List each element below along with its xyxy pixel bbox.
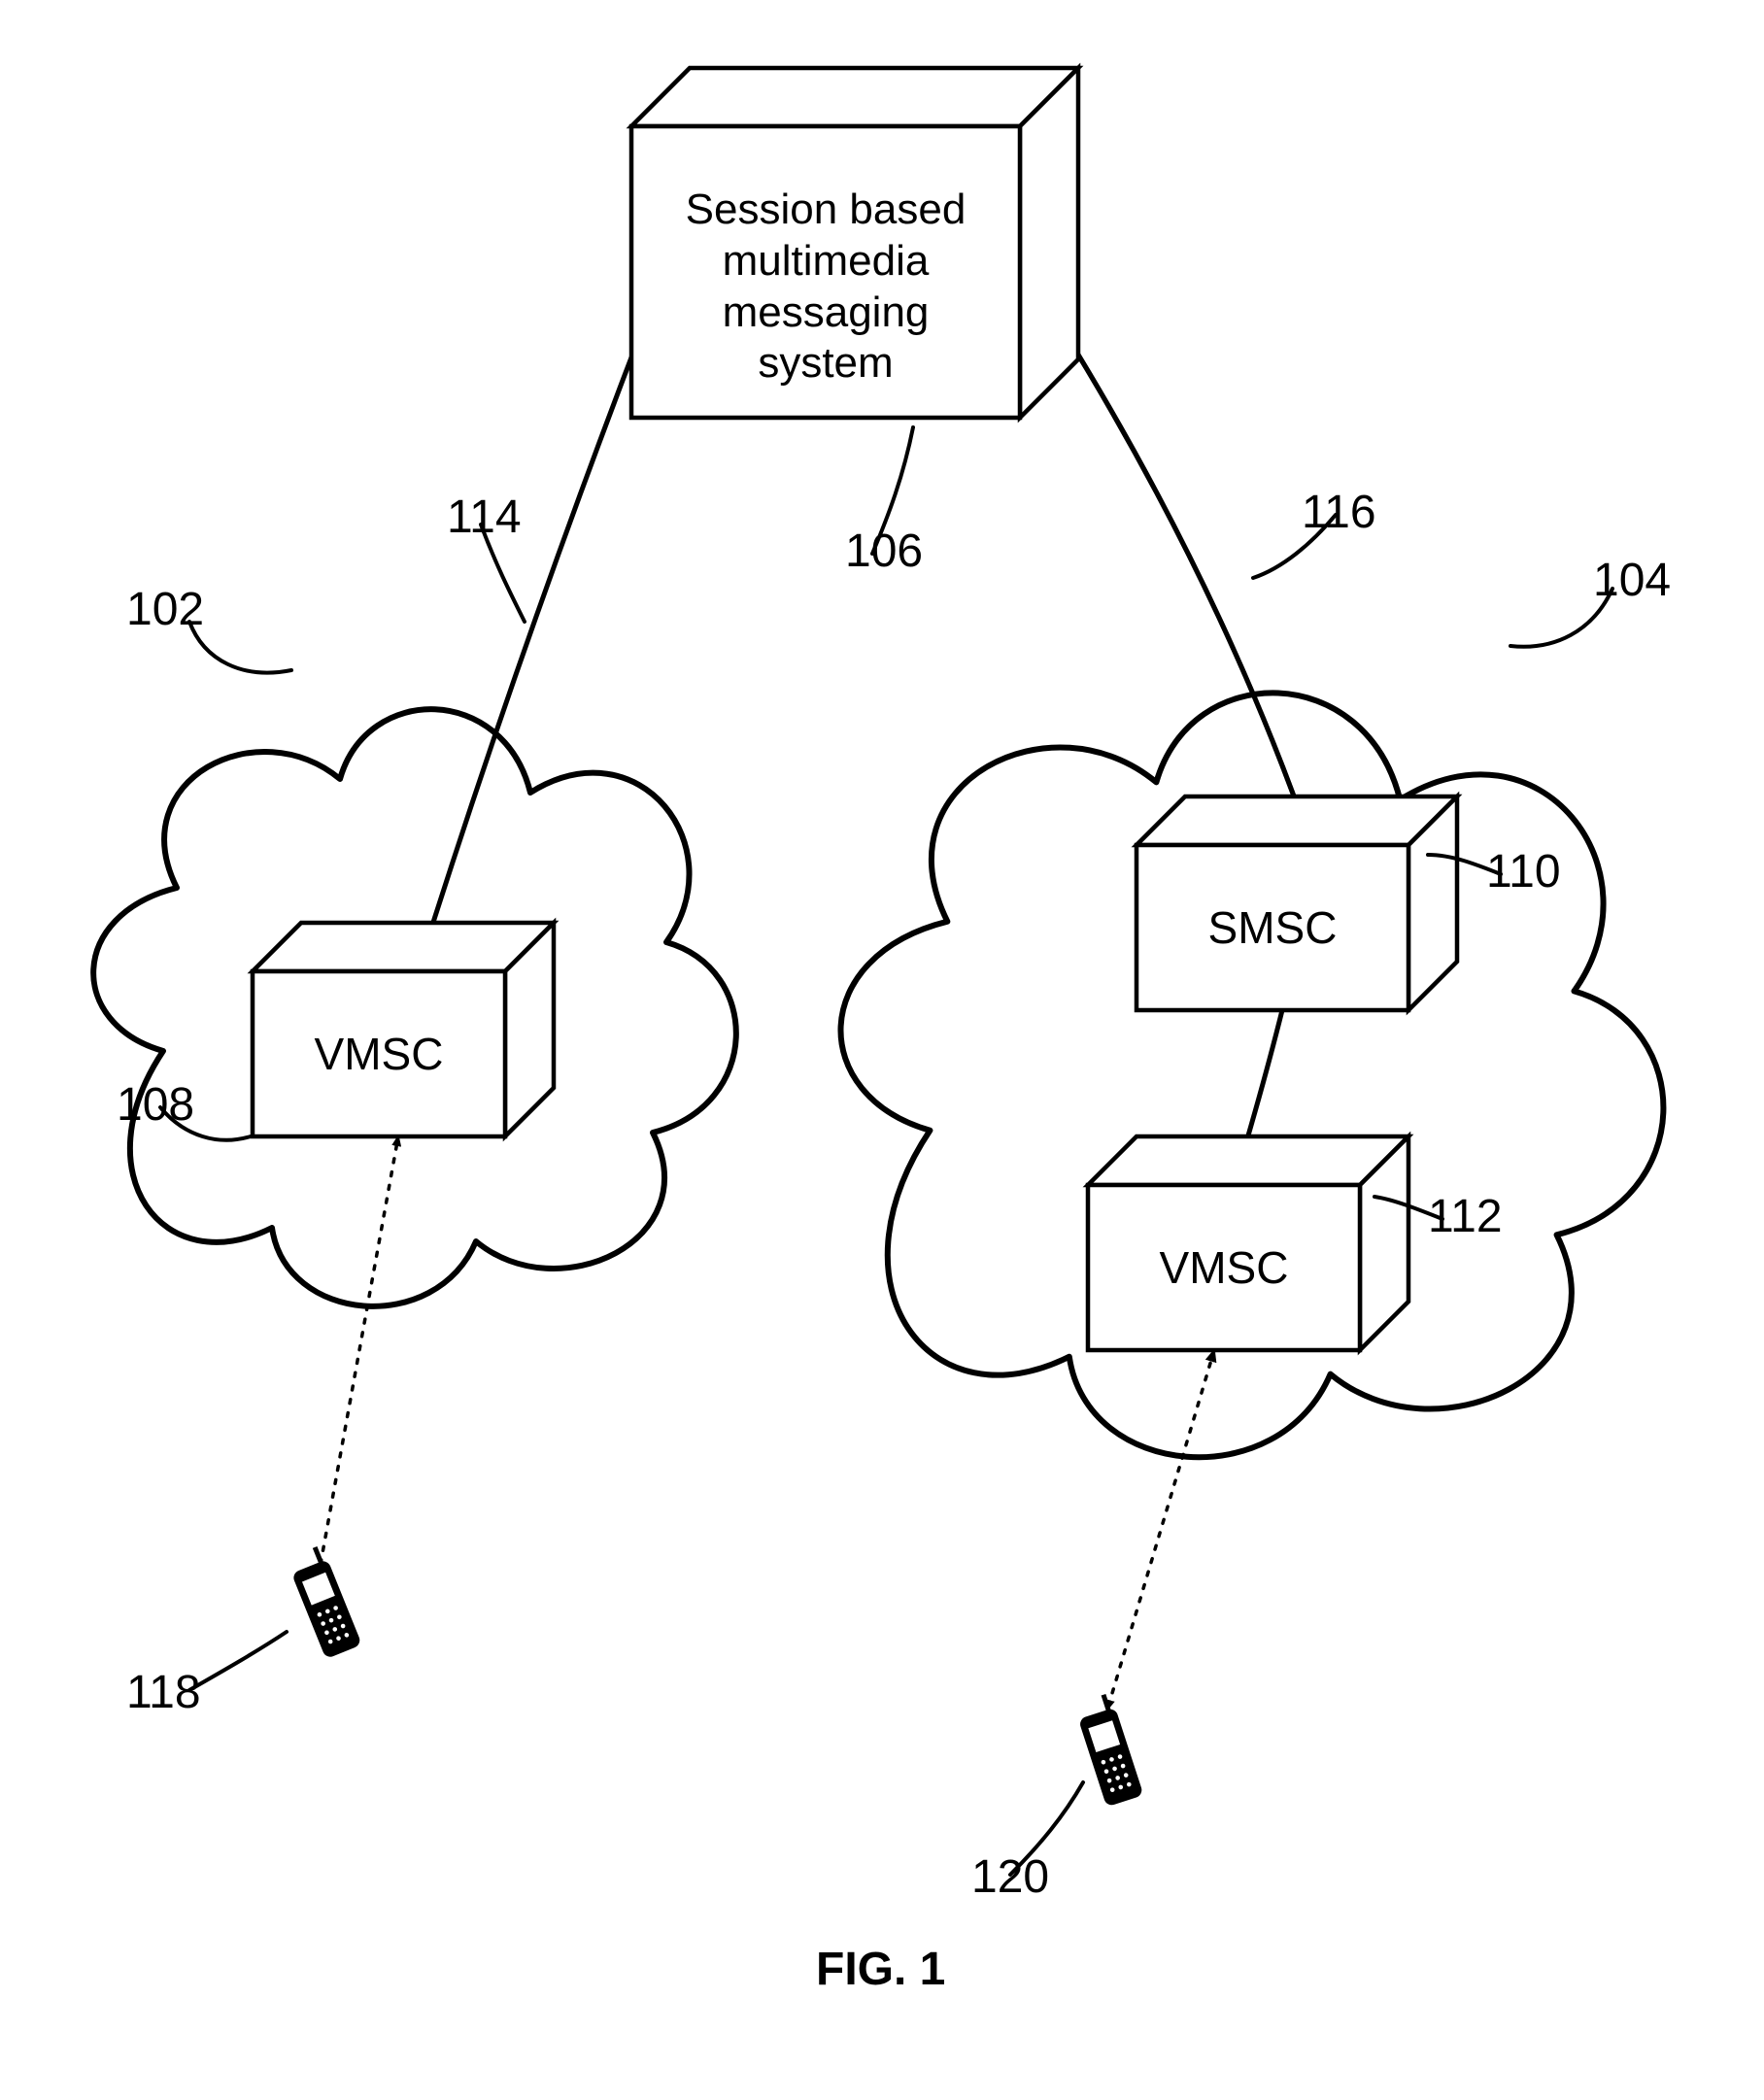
figure-stage: Session basedmultimediamessagingsystem V…	[0, 0, 1764, 2100]
ref-120: 120	[971, 1850, 1049, 1904]
ref-108: 108	[117, 1078, 194, 1132]
ref-112: 112	[1428, 1190, 1503, 1243]
ref-116: 116	[1302, 486, 1376, 539]
dotted-arrow	[321, 1136, 398, 1564]
ref-106: 106	[845, 525, 923, 578]
dotted-arrow	[1107, 1350, 1214, 1710]
phone-120	[1073, 1692, 1143, 1807]
arrow	[418, 282, 661, 971]
session-box-text: Session basedmultimediamessagingsystem	[641, 185, 1010, 390]
ref-110: 110	[1486, 845, 1561, 898]
vmsc-right-text: VMSC	[1088, 1241, 1360, 1294]
vmsc-left-text: VMSC	[253, 1028, 505, 1080]
ref-114: 114	[447, 491, 522, 544]
figure-caption: FIG. 1	[816, 1943, 945, 1996]
ref-102: 102	[126, 583, 204, 636]
ref-104: 104	[1593, 554, 1671, 607]
leader-l102	[189, 622, 291, 673]
phone-118	[286, 1544, 362, 1659]
ref-118: 118	[126, 1666, 201, 1719]
leader-l118	[189, 1632, 287, 1690]
smsc-text: SMSC	[1136, 901, 1408, 954]
